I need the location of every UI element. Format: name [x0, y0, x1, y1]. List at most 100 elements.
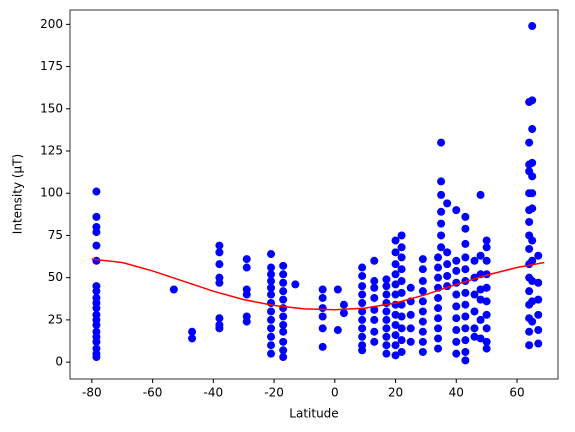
scatter-point: [397, 243, 406, 252]
scatter-point: [476, 295, 485, 304]
scatter-point: [391, 331, 400, 340]
scatter-point: [215, 314, 224, 323]
scatter-point: [318, 324, 327, 333]
scatter-point: [370, 293, 379, 302]
scatter-point: [370, 256, 379, 265]
x-tick-label: -80: [82, 386, 102, 400]
scatter-point: [397, 265, 406, 274]
scatter-point: [279, 320, 288, 329]
scatter-point: [279, 295, 288, 304]
scatter-point: [391, 351, 400, 360]
scatter-point: [534, 295, 543, 304]
scatter-point: [470, 290, 479, 299]
scatter-point: [418, 347, 427, 356]
scatter-point: [461, 265, 470, 274]
scatter-point: [370, 337, 379, 346]
scatter-point: [92, 337, 101, 346]
scatter-point: [418, 255, 427, 264]
scatter-point: [534, 326, 543, 335]
scatter-point: [434, 324, 443, 333]
scatter-point: [452, 256, 461, 265]
scatter-point: [461, 300, 470, 309]
scatter-point: [279, 327, 288, 336]
scatter-point: [434, 293, 443, 302]
y-tick-label: 0: [55, 355, 63, 369]
scatter-point: [470, 332, 479, 341]
scatter-point: [382, 275, 391, 284]
scatter-point: [452, 266, 461, 275]
scatter-point: [397, 288, 406, 297]
scatter-point: [434, 314, 443, 323]
scatter-point: [534, 339, 543, 348]
scatter-point: [333, 285, 342, 294]
scatter-point: [391, 341, 400, 350]
scatter-point: [358, 271, 367, 280]
scatter-point: [418, 327, 427, 336]
scatter-point: [525, 217, 534, 226]
scatter-point: [318, 312, 327, 321]
scatter-point: [279, 287, 288, 296]
scatter-point: [382, 315, 391, 324]
scatter-point: [382, 282, 391, 291]
scatter-point: [358, 346, 367, 355]
scatter-point: [418, 337, 427, 346]
scatter-point: [482, 256, 491, 265]
x-tick-label: 20: [388, 386, 403, 400]
scatter-point: [267, 341, 276, 350]
y-tick-label: 175: [40, 59, 63, 73]
scatter-point: [461, 288, 470, 297]
scatter-point: [279, 261, 288, 270]
scatter-point: [358, 290, 367, 299]
scatter-point: [525, 244, 534, 253]
scatter-point: [461, 253, 470, 262]
scatter-point: [391, 236, 400, 245]
scatter-point: [358, 315, 367, 324]
scatter-point: [406, 337, 415, 346]
scatter-point: [382, 290, 391, 299]
scatter-point: [528, 236, 537, 245]
scatter-point: [525, 341, 534, 350]
scatter-point: [434, 334, 443, 343]
scatter-point: [382, 341, 391, 350]
scatter-point: [242, 255, 251, 264]
scatter-point: [482, 310, 491, 319]
scatter-point: [443, 271, 452, 280]
scatter-point: [397, 312, 406, 321]
scatter-point: [528, 317, 537, 326]
scatter-point: [525, 287, 534, 296]
scatter-point: [406, 324, 415, 333]
scatter-point: [482, 324, 491, 333]
y-tick-label: 75: [48, 228, 63, 242]
y-tick-label: 50: [48, 270, 63, 284]
scatter-point: [528, 96, 537, 105]
scatter-point: [318, 304, 327, 313]
scatter-point: [452, 206, 461, 215]
x-tick-label: 60: [509, 386, 524, 400]
scatter-point: [267, 307, 276, 316]
y-tick-label: 25: [48, 312, 63, 326]
scatter-point: [406, 283, 415, 292]
scatter-point: [92, 256, 101, 265]
scatter-point: [358, 307, 367, 316]
scatter-point: [92, 287, 101, 296]
scatter-point: [358, 332, 367, 341]
scatter-point: [397, 277, 406, 286]
scatter-point: [461, 212, 470, 221]
scatter-point: [452, 337, 461, 346]
scatter-point: [215, 241, 224, 250]
scatter-point: [397, 253, 406, 262]
scatter-point: [267, 283, 276, 292]
scatter-point: [358, 263, 367, 272]
scatter-point: [339, 309, 348, 318]
scatter-point: [461, 356, 470, 365]
x-tick-label: 40: [449, 386, 464, 400]
scatter-point: [528, 256, 537, 265]
scatter-point: [397, 336, 406, 345]
scatter-point: [169, 285, 178, 294]
scatter-point: [418, 307, 427, 316]
scatter-point: [461, 336, 470, 345]
scatter-point: [482, 344, 491, 353]
scatter-point: [267, 332, 276, 341]
scatter-point: [482, 337, 491, 346]
scatter-point: [470, 256, 479, 265]
